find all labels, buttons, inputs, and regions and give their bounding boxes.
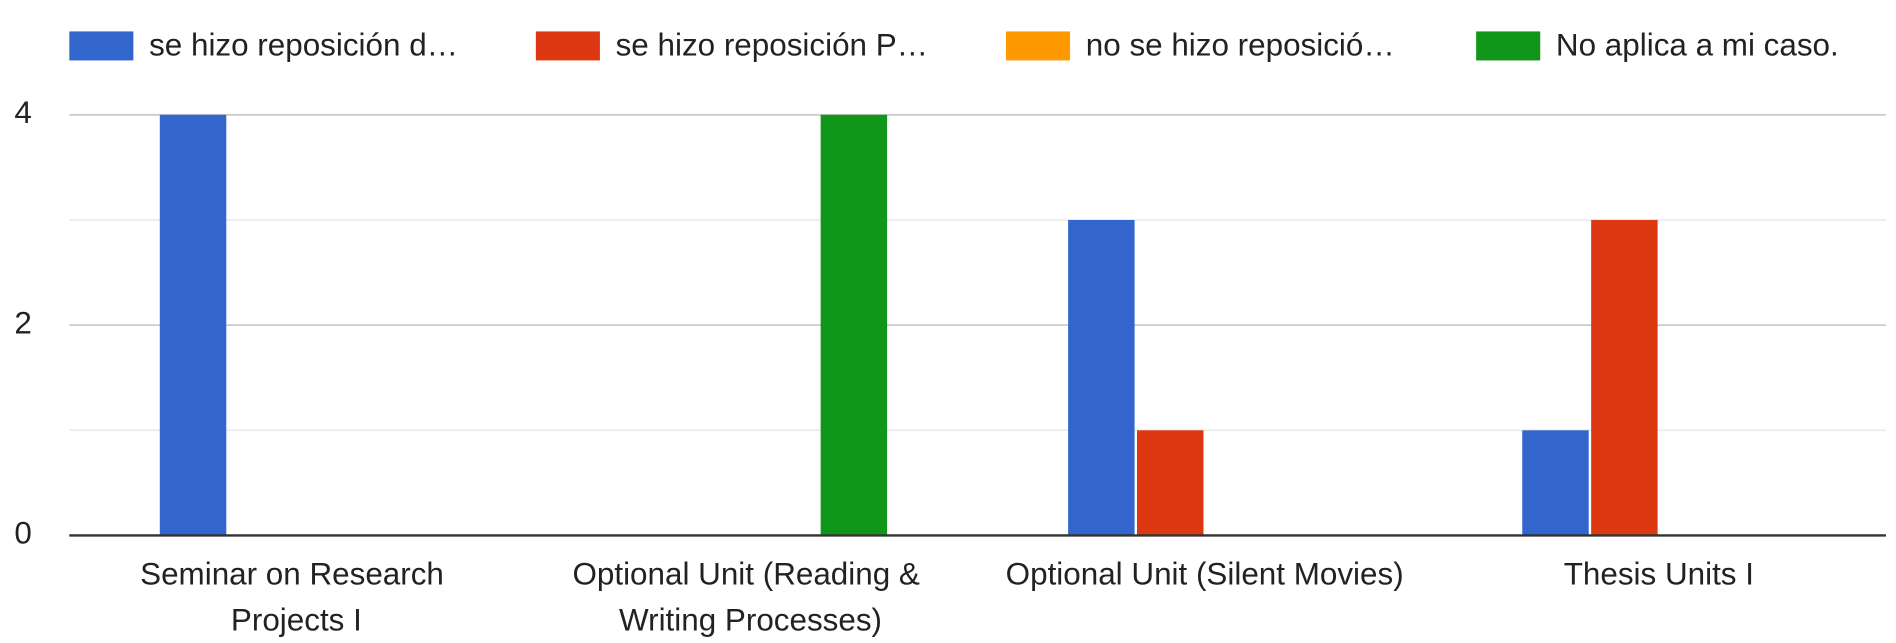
x-tick-label: Optional Unit (Silent Movies) [1006, 557, 1404, 592]
y-tick-label: 2 [14, 305, 31, 340]
x-tick-label: Thesis Units I [1564, 557, 1754, 592]
bar [159, 114, 227, 536]
y-tick-label: 4 [14, 95, 31, 130]
legend-label: se hizo reposición P… [616, 27, 928, 62]
legend-label: no se hizo reposició… [1086, 27, 1395, 62]
x-tick-label-line: Optional Unit (Reading & [572, 557, 928, 592]
x-tick-label-line: Projects I [231, 603, 362, 638]
x-tick-label-line: Thesis Units I [1564, 557, 1754, 592]
x-tick-label-line: Optional Unit (Silent Movies) [1006, 557, 1404, 592]
bar [1522, 430, 1589, 536]
y-tick-label: 0 [14, 516, 31, 551]
legend-swatch [69, 31, 134, 61]
legend-label: No aplica a mi caso. [1556, 27, 1839, 62]
legend-label: se hizo reposición d… [149, 27, 458, 62]
x-tick-label: Optional Unit (Reading & Writing Process… [572, 557, 928, 638]
bar [1137, 430, 1204, 536]
bar [820, 114, 888, 536]
legend-swatch [1476, 31, 1541, 61]
legend-swatch [1006, 31, 1071, 61]
x-tick-label-line: Seminar on Research [140, 557, 452, 592]
bar [1591, 219, 1658, 536]
legend-swatch [535, 31, 600, 61]
x-tick-label-line: Writing Processes) [619, 603, 882, 638]
bar [1068, 219, 1135, 536]
x-tick-label: Seminar on Research Projects I [140, 557, 452, 638]
